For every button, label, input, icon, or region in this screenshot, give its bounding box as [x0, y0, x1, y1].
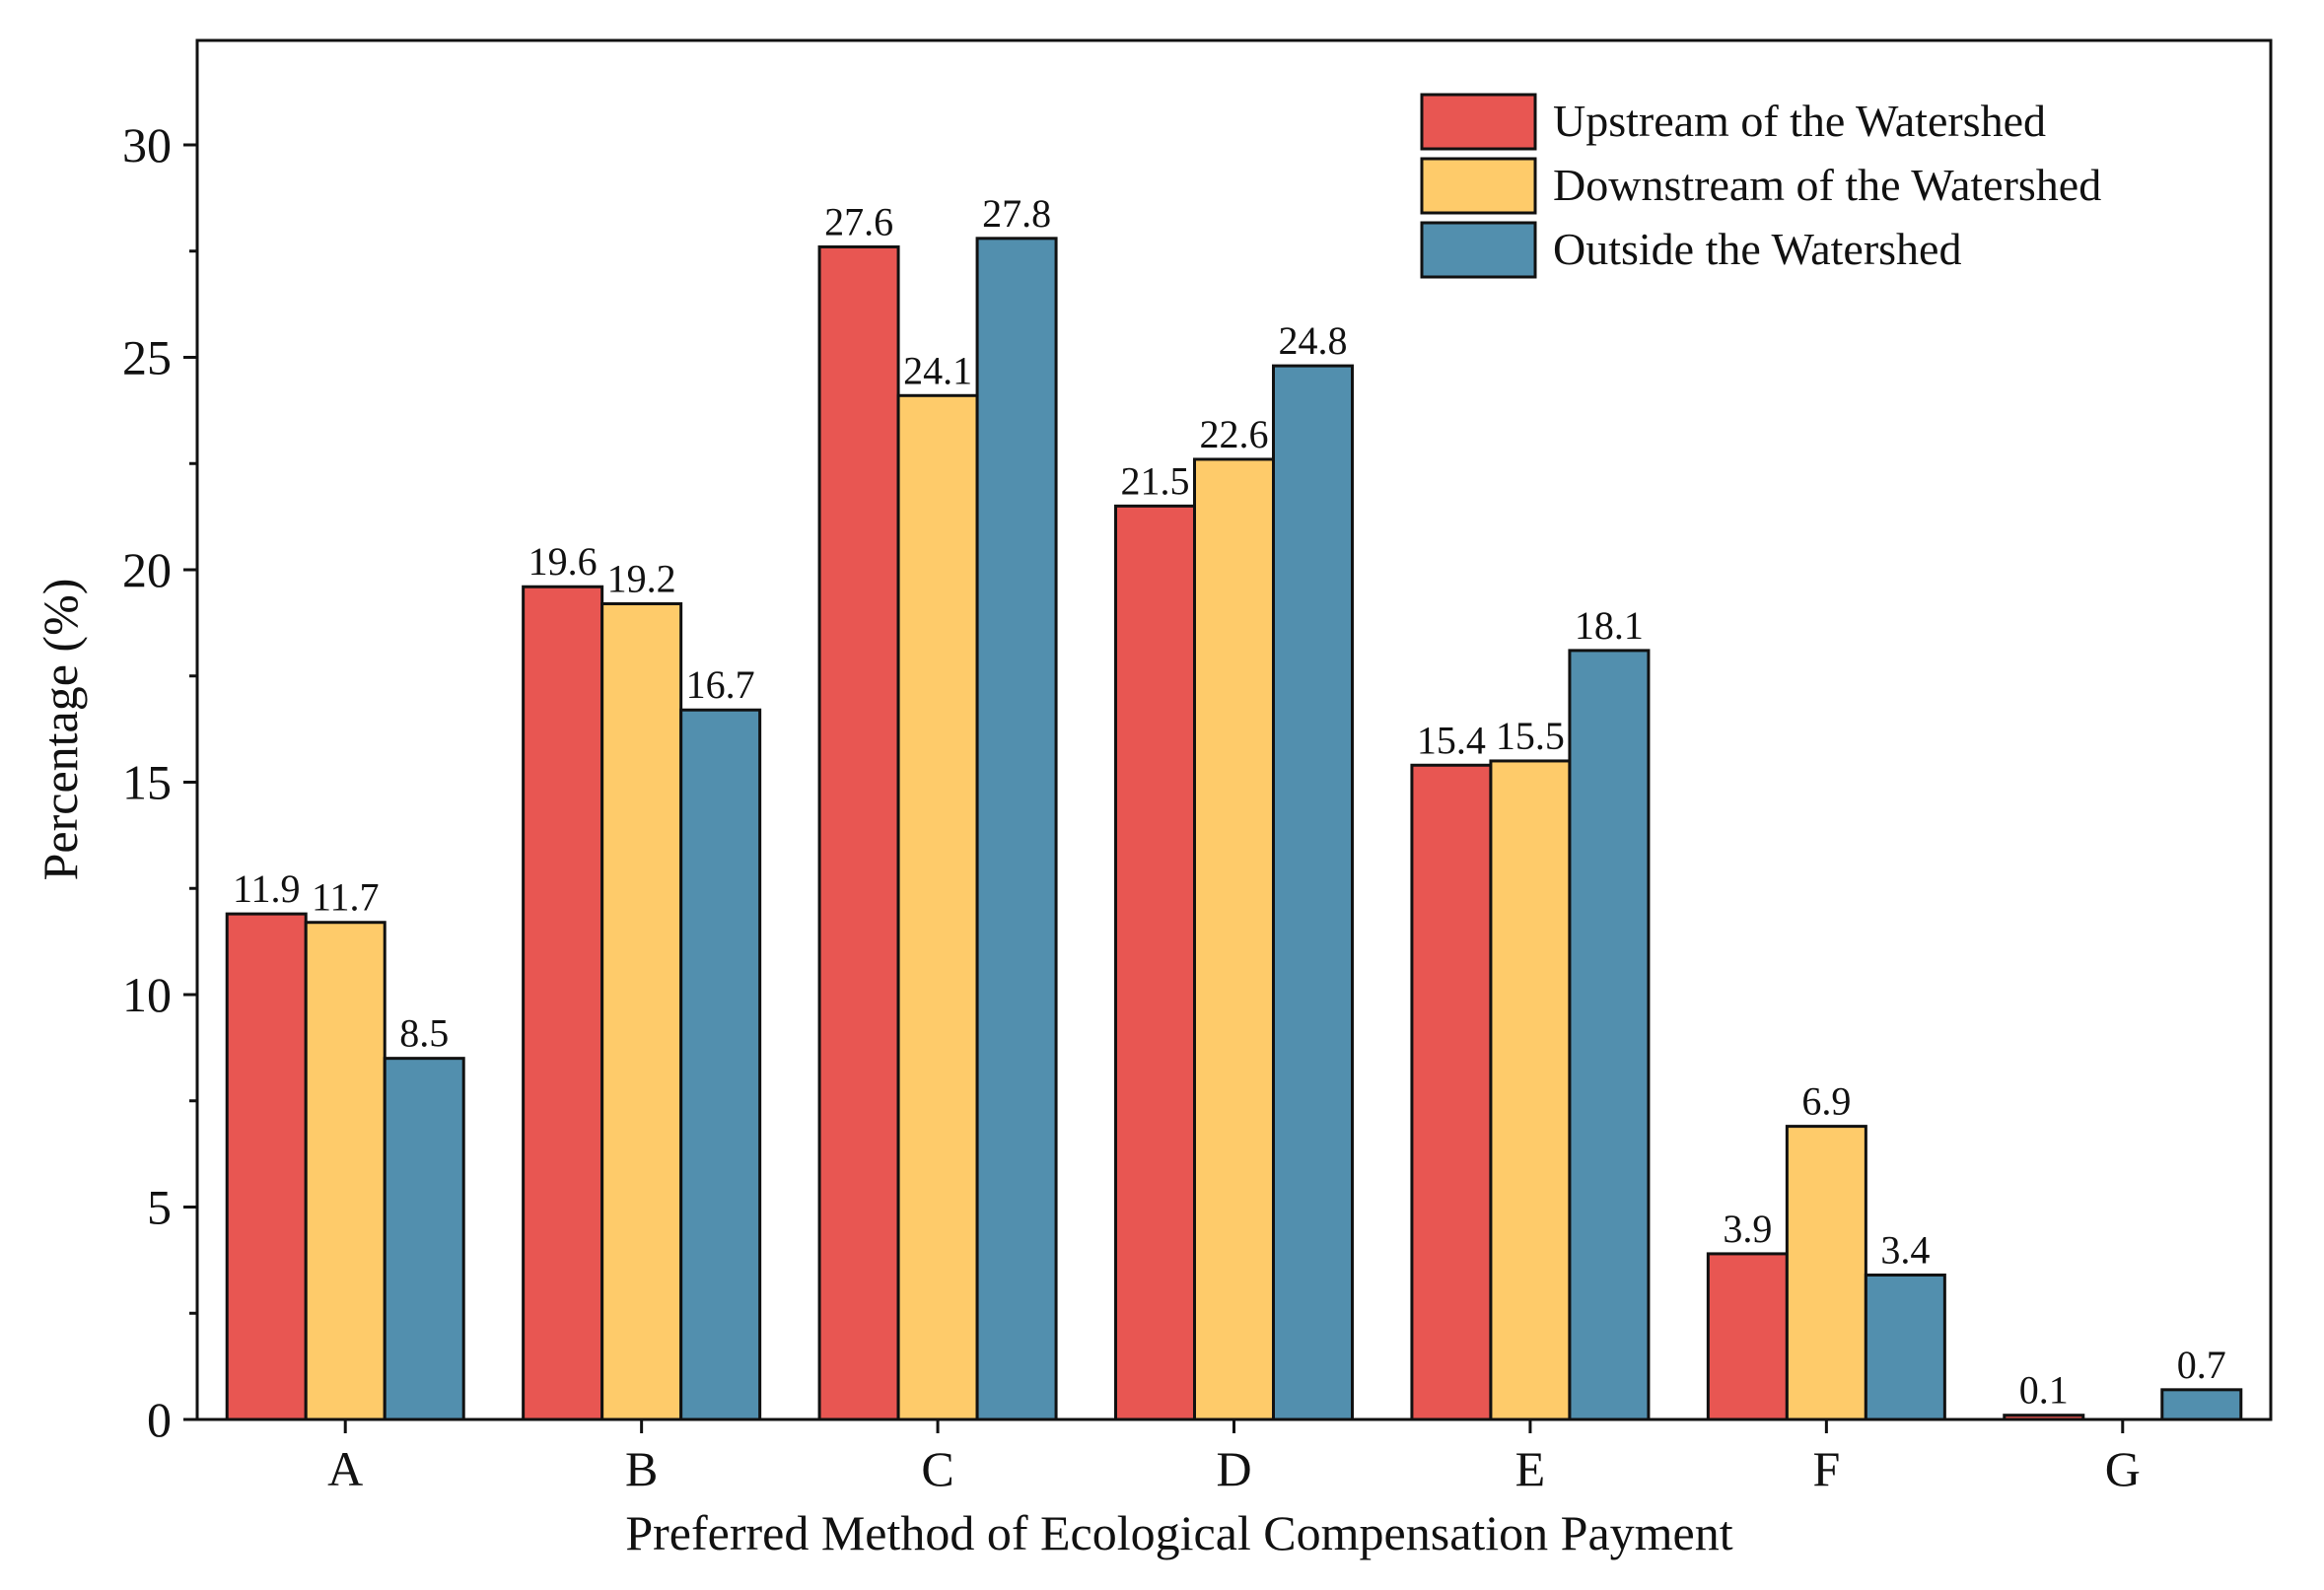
- bar-D-series-1: [1114, 504, 1196, 1421]
- x-tick-label-E: E: [1515, 1441, 1546, 1496]
- y-axis-label: Percentage (%): [33, 579, 88, 881]
- bar-A-series-3: [383, 1057, 465, 1421]
- value-label-C-series-3: 27.8: [982, 191, 1051, 236]
- value-label-F-series-3: 3.4: [1880, 1227, 1930, 1272]
- value-label-E-series-2: 15.5: [1496, 714, 1565, 758]
- y-axis: 0 5 10 15 20 25 30: [122, 117, 197, 1447]
- legend-swatch-series-1: [1420, 93, 1537, 151]
- x-tick-label-C: C: [921, 1441, 953, 1496]
- value-label-E-series-3: 18.1: [1575, 603, 1644, 648]
- bar-B-series-2: [600, 601, 683, 1421]
- x-tick-label-B: B: [625, 1441, 658, 1496]
- value-label-F-series-2: 6.9: [1801, 1079, 1851, 1124]
- y-tick-label-0: 0: [147, 1392, 172, 1447]
- legend-swatch-series-3: [1420, 221, 1537, 279]
- x-tick-label-F: F: [1812, 1441, 1840, 1496]
- bar-C-series-3: [975, 237, 1058, 1421]
- bar-A-series-2: [304, 921, 387, 1421]
- bar-E-series-1: [1410, 763, 1493, 1421]
- value-label-D-series-2: 22.6: [1200, 412, 1269, 456]
- y-tick-label-30: 30: [122, 117, 172, 173]
- bar-C-series-1: [817, 244, 900, 1421]
- y-tick-label-10: 10: [122, 967, 172, 1022]
- value-label-B-series-2: 19.2: [607, 556, 676, 600]
- value-label-A-series-1: 11.9: [233, 866, 301, 911]
- y-tick-label-15: 15: [122, 755, 172, 810]
- value-labels-layer: 11.9 11.78.519.6 19.216.727.624.127.821.52…: [233, 191, 2226, 1413]
- value-label-B-series-1: 19.6: [528, 539, 598, 584]
- bar-E-series-2: [1489, 759, 1572, 1421]
- value-label-D-series-3: 24.8: [1279, 318, 1348, 363]
- legend: Upstream of the Watershed Downstream of t…: [1420, 93, 2101, 279]
- x-axis-label: Preferred Method of Ecological Compensat…: [625, 1505, 1732, 1560]
- bar-F-series-3: [1864, 1273, 1946, 1421]
- value-label-A-series-2: 11.7: [312, 875, 380, 920]
- value-label-F-series-1: 3.9: [1723, 1207, 1772, 1251]
- value-label-B-series-3: 16.7: [686, 662, 755, 707]
- y-tick-label-25: 25: [122, 330, 172, 385]
- x-tick-label-A: A: [327, 1441, 363, 1496]
- bar-D-series-3: [1272, 364, 1354, 1421]
- legend-swatch-series-2: [1420, 157, 1537, 215]
- value-label-C-series-2: 24.1: [903, 348, 972, 392]
- legend-label-series-2: Downstream of the Watershed: [1553, 160, 2101, 210]
- y-tick-label-5: 5: [147, 1180, 172, 1235]
- bar-G-series-3: [2160, 1388, 2243, 1421]
- bar-C-series-2: [896, 393, 979, 1421]
- bars-layer: [225, 237, 2243, 1421]
- value-label-G-series-3: 0.7: [2177, 1343, 2226, 1387]
- value-label-C-series-1: 27.6: [824, 199, 893, 243]
- legend-label-series-1: Upstream of the Watershed: [1553, 96, 2046, 146]
- bar-A-series-1: [225, 912, 308, 1421]
- value-label-G-series-1: 0.1: [2019, 1368, 2069, 1413]
- x-tick-label-G: G: [2105, 1441, 2141, 1496]
- value-label-A-series-3: 8.5: [399, 1011, 449, 1056]
- x-tick-label-D: D: [1216, 1441, 1251, 1496]
- value-label-D-series-1: 21.5: [1121, 458, 1190, 503]
- bar-F-series-1: [1706, 1252, 1789, 1421]
- legend-label-series-3: Outside the Watershed: [1553, 224, 1961, 274]
- x-axis: A B C D E F G: [327, 1419, 2141, 1496]
- y-tick-label-20: 20: [122, 542, 172, 597]
- bar-F-series-2: [1785, 1125, 1867, 1421]
- bar-E-series-3: [1568, 649, 1651, 1421]
- value-label-E-series-1: 15.4: [1417, 718, 1486, 762]
- bar-B-series-3: [679, 708, 762, 1421]
- bar-D-series-2: [1193, 457, 1275, 1421]
- bar-B-series-1: [522, 585, 604, 1421]
